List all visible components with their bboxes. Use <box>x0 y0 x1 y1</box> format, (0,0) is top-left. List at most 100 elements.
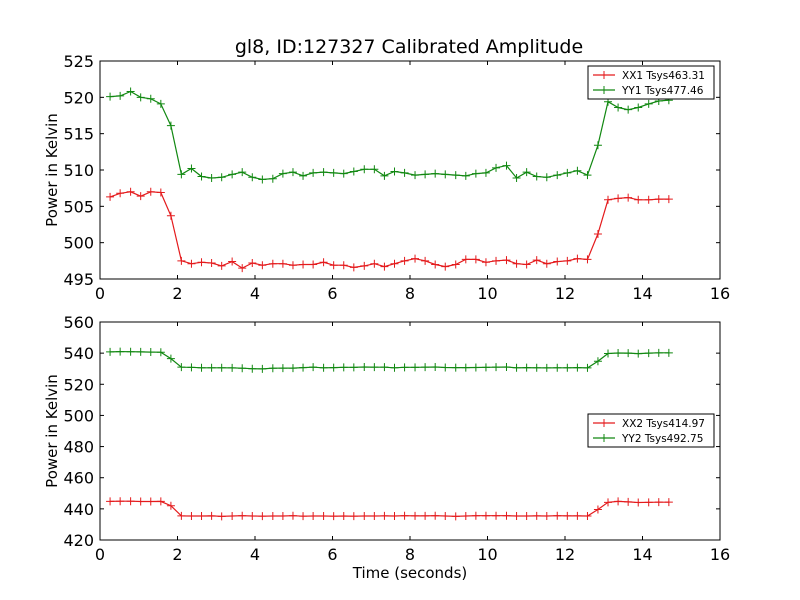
data-point <box>207 511 216 520</box>
data-point <box>217 173 226 182</box>
data-point <box>309 168 318 177</box>
data-point <box>411 171 420 180</box>
data-point <box>522 260 531 269</box>
data-point <box>248 512 257 521</box>
y-axis-label: Power in Kelvin <box>43 374 61 488</box>
data-point <box>400 256 409 265</box>
data-point <box>644 99 653 108</box>
data-point <box>390 167 399 176</box>
data-point <box>583 363 592 372</box>
data-point <box>360 165 369 174</box>
data-point <box>106 497 115 506</box>
data-point <box>532 363 541 372</box>
legend-label: YY1 Tsys477.46 <box>621 85 704 97</box>
data-point <box>512 363 521 372</box>
data-point <box>593 141 602 150</box>
data-point <box>644 195 653 204</box>
data-point <box>207 259 216 268</box>
legend: XX2 Tsys414.97 YY2 Tsys492.75 <box>587 413 715 448</box>
data-point <box>553 171 562 180</box>
data-point <box>248 259 257 268</box>
data-point <box>451 171 460 180</box>
data-point <box>217 512 226 521</box>
data-point <box>451 512 460 521</box>
data-point <box>370 165 379 174</box>
data-point <box>441 262 450 271</box>
data-point <box>390 512 399 521</box>
y-tick-label: 560 <box>63 313 94 332</box>
y-tick-label: 440 <box>63 500 94 519</box>
data-point <box>492 363 501 372</box>
data-point <box>522 168 531 177</box>
data-point <box>400 511 409 520</box>
data-point <box>553 257 562 266</box>
data-point <box>451 363 460 372</box>
legend-label: XX1 Tsys463.31 <box>622 70 705 82</box>
data-point <box>563 256 572 265</box>
x-tick-label: 4 <box>250 545 260 564</box>
data-point <box>268 259 277 268</box>
data-point <box>624 497 633 506</box>
data-point <box>380 511 389 520</box>
data-point <box>156 497 165 506</box>
data-point <box>390 363 399 372</box>
data-point <box>166 354 175 363</box>
data-point <box>481 168 490 177</box>
data-point <box>441 512 450 521</box>
data-point <box>614 194 623 203</box>
x-tick-label: 14 <box>632 545 652 564</box>
data-point <box>634 349 643 358</box>
data-point <box>278 364 287 373</box>
data-point <box>126 87 135 96</box>
data-point <box>156 99 165 108</box>
data-point <box>238 511 247 520</box>
data-point <box>614 497 623 506</box>
data-point <box>502 256 511 265</box>
data-point <box>614 348 623 357</box>
data-point <box>664 348 673 357</box>
y-tick-label: 495 <box>63 270 94 289</box>
data-point <box>492 163 501 172</box>
data-point <box>604 195 613 204</box>
legend-box <box>587 413 715 448</box>
data-point <box>593 505 602 514</box>
data-point <box>156 188 165 197</box>
data-point <box>339 363 348 372</box>
data-point <box>624 349 633 358</box>
x-tick-label: 0 <box>95 545 105 564</box>
data-point <box>532 172 541 181</box>
x-tick-label: 8 <box>405 545 415 564</box>
data-point <box>461 171 470 180</box>
data-point <box>471 363 480 372</box>
y-tick-label: 460 <box>63 469 94 488</box>
data-point <box>583 512 592 521</box>
y-tick-label: 540 <box>63 344 94 363</box>
data-point <box>644 498 653 507</box>
data-point <box>268 512 277 521</box>
data-point <box>187 259 196 268</box>
data-point <box>228 257 237 266</box>
data-point <box>299 363 308 372</box>
data-point <box>228 512 237 521</box>
data-point <box>278 259 287 268</box>
x-tick-label: 12 <box>555 545 575 564</box>
data-point <box>634 103 643 112</box>
data-point <box>197 512 206 521</box>
data-point <box>542 363 551 372</box>
data-point <box>380 262 389 271</box>
data-point <box>268 364 277 373</box>
data-point <box>116 189 125 198</box>
legend-label: YY2 Tsys492.75 <box>621 433 703 445</box>
data-point <box>349 512 358 521</box>
data-point <box>177 170 186 179</box>
data-point <box>532 256 541 265</box>
data-point <box>563 168 572 177</box>
x-tick-label: 10 <box>477 545 497 564</box>
data-point <box>390 259 399 268</box>
y-axis-label: Power in Kelvin <box>43 113 61 227</box>
y-tick-label: 500 <box>63 234 94 253</box>
data-point <box>370 259 379 268</box>
data-point <box>400 168 409 177</box>
data-point <box>136 347 145 356</box>
